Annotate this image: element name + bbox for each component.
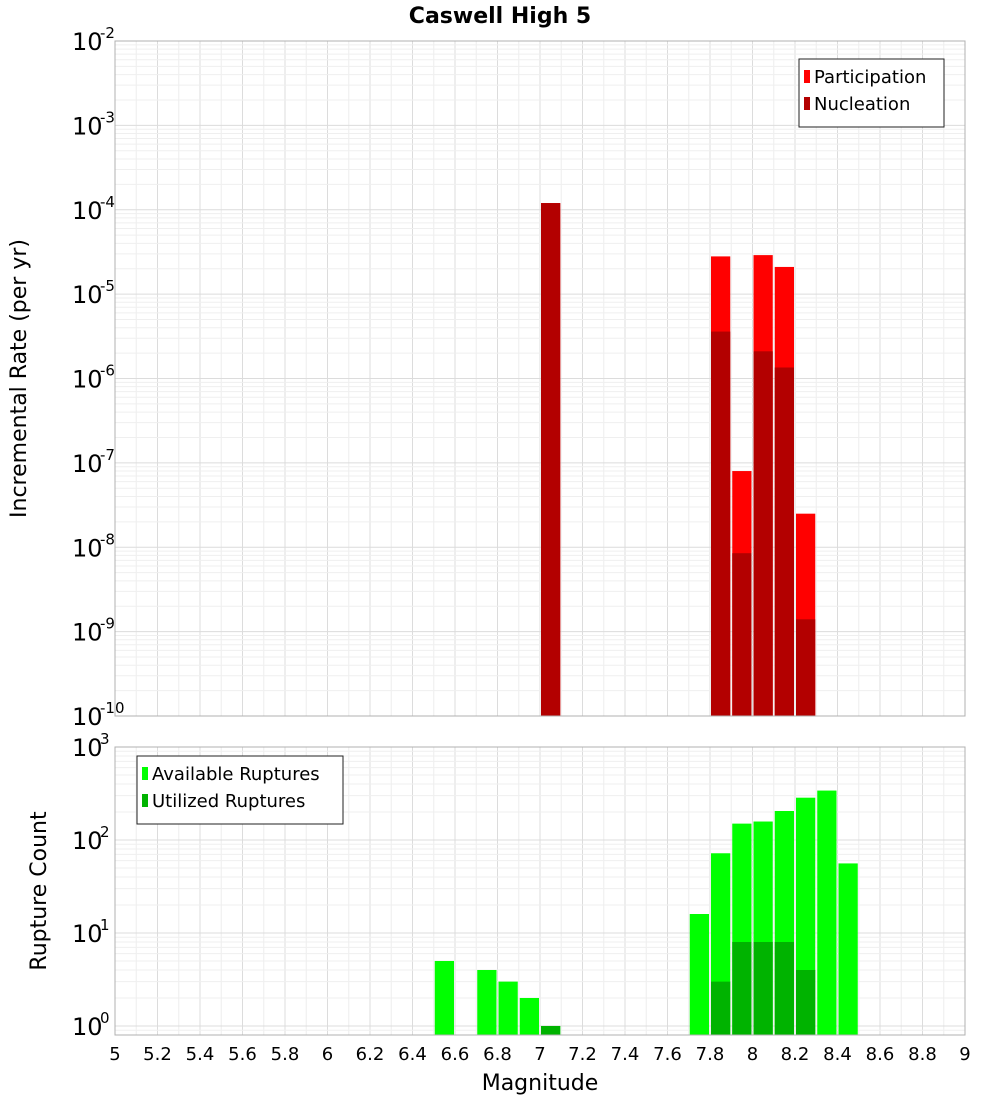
bottom-available-ruptures-bar [689, 914, 709, 1035]
bottom-plot-frame [114, 746, 966, 1036]
bottom-available-ruptures-bar [817, 790, 837, 1035]
top-nucleation-bar [774, 367, 794, 716]
x-tick-label: 6.4 [398, 1044, 427, 1065]
y-tick-label: 10 [72, 1013, 103, 1041]
top-nucleation-bar [796, 619, 816, 716]
x-tick-labels: 5 5.2 5.4 5.6 5.8 6 6.2 6.4 6.6 6.8 7 7.2 7.4 7.6 7.8 8… [109, 1044, 970, 1065]
x-tick-label: 5 [109, 1044, 120, 1065]
top-legend: Participation Nucleation [798, 58, 945, 128]
y-tick-label: 10 [72, 281, 103, 309]
y-tick-exponent: -2 [100, 24, 115, 42]
x-tick-label: 7.6 [653, 1044, 682, 1065]
bottom-utilized-ruptures-bar [541, 1025, 561, 1035]
y-tick-label: 10 [72, 197, 103, 225]
bottom-available-ruptures-bar [498, 981, 518, 1035]
y-tick-exponent: 0 [100, 1009, 110, 1027]
top-nucleation-bar [541, 203, 561, 716]
y-tick-exponent: -10 [100, 699, 125, 717]
bottom-available-ruptures-bar [434, 960, 454, 1035]
y-tick-label: 10 [72, 450, 103, 478]
legend-swatch [142, 794, 148, 807]
bottom-utilized-ruptures-bar [796, 969, 816, 1035]
y-tick-exponent: -6 [100, 362, 115, 380]
legend-swatch [804, 97, 810, 110]
x-tick-label: 5.2 [143, 1044, 172, 1065]
legend-label: Utilized Ruptures [152, 791, 305, 812]
y-tick-exponent: -5 [100, 277, 115, 295]
bottom-available-ruptures-bar [838, 863, 858, 1035]
x-tick-label: 6.8 [483, 1044, 512, 1065]
x-tick-label: 8.8 [908, 1044, 937, 1065]
x-tick-label: 6.2 [356, 1044, 385, 1065]
x-tick-label: 7.8 [696, 1044, 725, 1065]
bottom-available-ruptures-bar [519, 997, 539, 1035]
x-tick-label: 7.4 [611, 1044, 640, 1065]
legend-box [136, 755, 344, 825]
bottom-utilized-ruptures-bar [753, 942, 773, 1035]
top-plot-frame [114, 40, 966, 717]
legend-swatch [142, 767, 148, 780]
y-tick-label: 10 [72, 112, 103, 140]
bottom-legend: Available Ruptures Utilized Ruptures [136, 755, 344, 825]
x-tick-label: 8.6 [866, 1044, 895, 1065]
x-tick-label: 5.8 [271, 1044, 300, 1065]
bottom-utilized-ruptures-bar [774, 942, 794, 1035]
x-axis-label: Magnitude [482, 1071, 599, 1096]
y-tick-label: 10 [72, 827, 103, 855]
y-tick-exponent: 1 [100, 916, 110, 934]
legend-label: Participation [814, 67, 926, 88]
bottom-utilized-ruptures-bar [711, 981, 731, 1035]
y-tick-label: 10 [72, 619, 103, 647]
bottom-plot-bars [434, 790, 858, 1035]
top-nucleation-bar [732, 553, 752, 716]
y-tick-label: 10 [72, 366, 103, 394]
y-tick-label: 10 [72, 920, 103, 948]
legend-label: Available Ruptures [152, 764, 320, 785]
top-nucleation-bar [753, 351, 773, 716]
x-tick-label: 5.4 [186, 1044, 215, 1065]
x-tick-label: 6.6 [441, 1044, 470, 1065]
bottom-y-axis-label: Rupture Count [27, 811, 52, 971]
top-y-tick-labels: 10-210-310-410-510-610-710-810-910-10 [72, 24, 125, 731]
y-tick-label: 10 [72, 703, 103, 731]
top-y-axis-label: Incremental Rate (per yr) [7, 239, 32, 518]
x-tick-label: 6 [322, 1044, 333, 1065]
y-tick-label: 10 [72, 28, 103, 56]
y-tick-exponent: 3 [100, 730, 110, 748]
top-nucleation-bar [711, 331, 731, 716]
top-plot-bars [541, 203, 816, 716]
x-tick-label: 8.2 [781, 1044, 810, 1065]
bottom-available-ruptures-bar [477, 969, 497, 1035]
y-tick-exponent: -7 [100, 446, 115, 464]
x-tick-label: 7 [534, 1044, 545, 1065]
x-tick-label: 8 [747, 1044, 758, 1065]
legend-label: Nucleation [814, 94, 910, 115]
y-tick-label: 10 [72, 734, 103, 762]
y-tick-exponent: 2 [100, 823, 110, 841]
legend-swatch [804, 70, 810, 83]
legend-box [798, 58, 945, 128]
y-tick-label: 10 [72, 534, 103, 562]
y-tick-exponent: -4 [100, 193, 115, 211]
y-tick-exponent: -3 [100, 108, 115, 126]
bottom-utilized-ruptures-bar [732, 942, 752, 1035]
y-tick-exponent: -9 [100, 615, 115, 633]
chart-title: Caswell High 5 [409, 4, 591, 29]
x-tick-label: 5.6 [228, 1044, 257, 1065]
x-tick-label: 8.4 [823, 1044, 852, 1065]
top-plot-gridlines [114, 40, 966, 717]
y-tick-exponent: -8 [100, 530, 115, 548]
x-tick-label: 7.2 [568, 1044, 597, 1065]
x-tick-label: 9 [959, 1044, 970, 1065]
